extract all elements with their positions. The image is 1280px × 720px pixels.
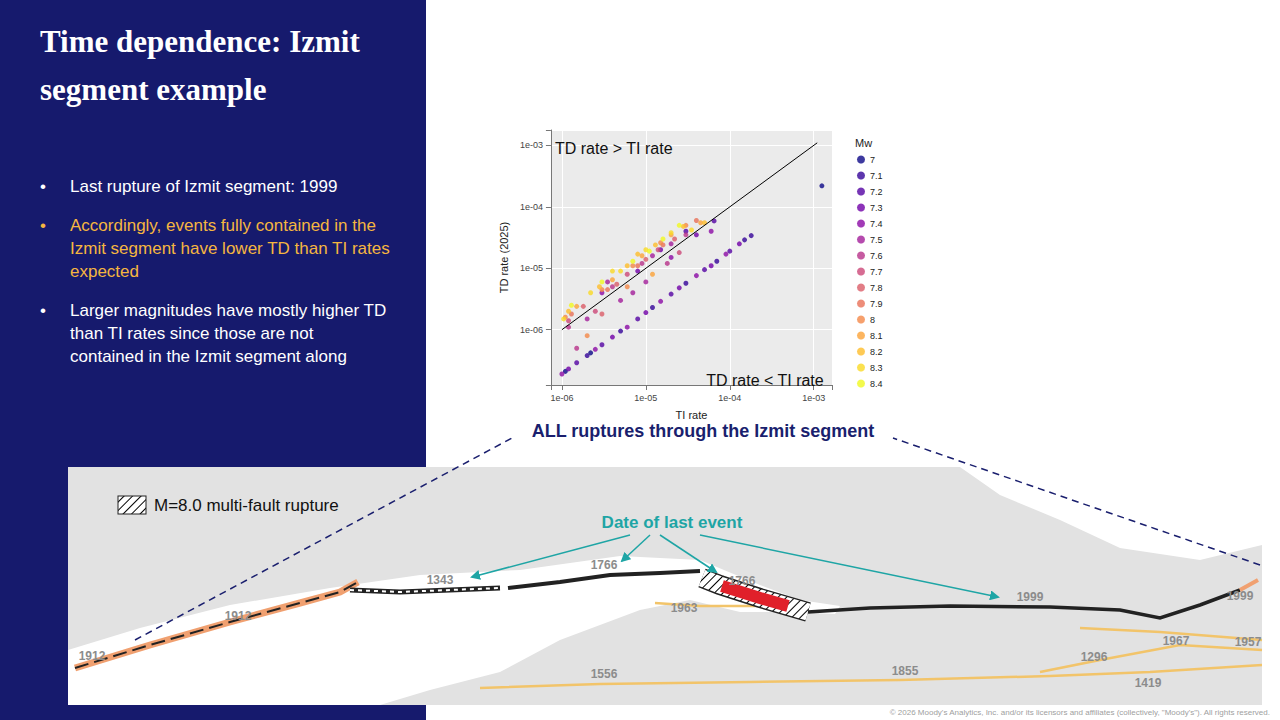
svg-text:1999: 1999	[1017, 590, 1044, 604]
svg-text:1957: 1957	[1235, 635, 1262, 649]
svg-text:8: 8	[870, 315, 875, 325]
svg-text:Mw: Mw	[855, 137, 872, 149]
html-text:Last rupture of Izmit segment:: Last rupture of Izmit segment: 1999	[70, 177, 338, 196]
svg-text:7.4: 7.4	[870, 219, 883, 229]
svg-text:7.2: 7.2	[870, 187, 883, 197]
svg-text:1e-03: 1e-03	[802, 393, 825, 403]
svg-text:1e-03: 1e-03	[520, 140, 543, 150]
svg-text:ALL ruptures through the Izmit: ALL ruptures through the Izmit segment	[532, 421, 875, 441]
svg-text:1855: 1855	[892, 664, 919, 678]
svg-text:1e-06: 1e-06	[520, 325, 543, 335]
svg-text:TD rate < TI rate: TD rate < TI rate	[706, 372, 824, 389]
svg-text:1766: 1766	[729, 574, 756, 588]
svg-text:M=8.0 multi-fault rupture: M=8.0 multi-fault rupture	[154, 496, 339, 515]
html-text:Accordingly, events fully cont: Accordingly, events fully contained in t…	[70, 216, 390, 281]
svg-text:TI rate: TI rate	[676, 409, 708, 421]
svg-text:1e-04: 1e-04	[718, 393, 741, 403]
svg-text:1e-04: 1e-04	[520, 202, 543, 212]
svg-text:1999: 1999	[1227, 589, 1254, 603]
svg-text:8.2: 8.2	[870, 347, 883, 357]
svg-text:1e-05: 1e-05	[634, 393, 657, 403]
svg-text:8.1: 8.1	[870, 331, 883, 341]
svg-text:7.9: 7.9	[870, 299, 883, 309]
svg-text:8.4: 8.4	[870, 379, 883, 389]
svg-text:1343: 1343	[427, 573, 454, 587]
svg-text:7.6: 7.6	[870, 251, 883, 261]
svg-text:1963: 1963	[671, 601, 698, 615]
svg-text:7.8: 7.8	[870, 283, 883, 293]
svg-text:TD rate > TI rate: TD rate > TI rate	[555, 140, 673, 157]
svg-text:1419: 1419	[1135, 676, 1162, 690]
svg-text:TD rate (2025): TD rate (2025)	[498, 222, 510, 294]
svg-text:7.1: 7.1	[870, 171, 883, 181]
html-text:Time dependence: Izmit segment: Time dependence: Izmit segment example	[40, 24, 360, 107]
svg-text:1556: 1556	[591, 667, 618, 681]
svg-text:1296: 1296	[1081, 650, 1108, 664]
svg-text:7.7: 7.7	[870, 267, 883, 277]
svg-text:© 2026 Moody's Analytics, Inc.: © 2026 Moody's Analytics, Inc. and/or it…	[890, 708, 1270, 717]
svg-text:1967: 1967	[1163, 634, 1190, 648]
svg-text:7: 7	[870, 155, 875, 165]
svg-text:Date of last event: Date of last event	[602, 513, 743, 532]
svg-text:8.3: 8.3	[870, 363, 883, 373]
svg-text:7.5: 7.5	[870, 235, 883, 245]
svg-text:7.3: 7.3	[870, 203, 883, 213]
svg-text:1766: 1766	[591, 558, 618, 572]
svg-text:1912: 1912	[79, 649, 106, 663]
svg-text:1e-05: 1e-05	[520, 263, 543, 273]
svg-text:1912: 1912	[225, 609, 252, 623]
html-text:Larger magnitudes have mostly: Larger magnitudes have mostly higher TD …	[70, 301, 387, 366]
svg-text:1e-06: 1e-06	[550, 393, 573, 403]
